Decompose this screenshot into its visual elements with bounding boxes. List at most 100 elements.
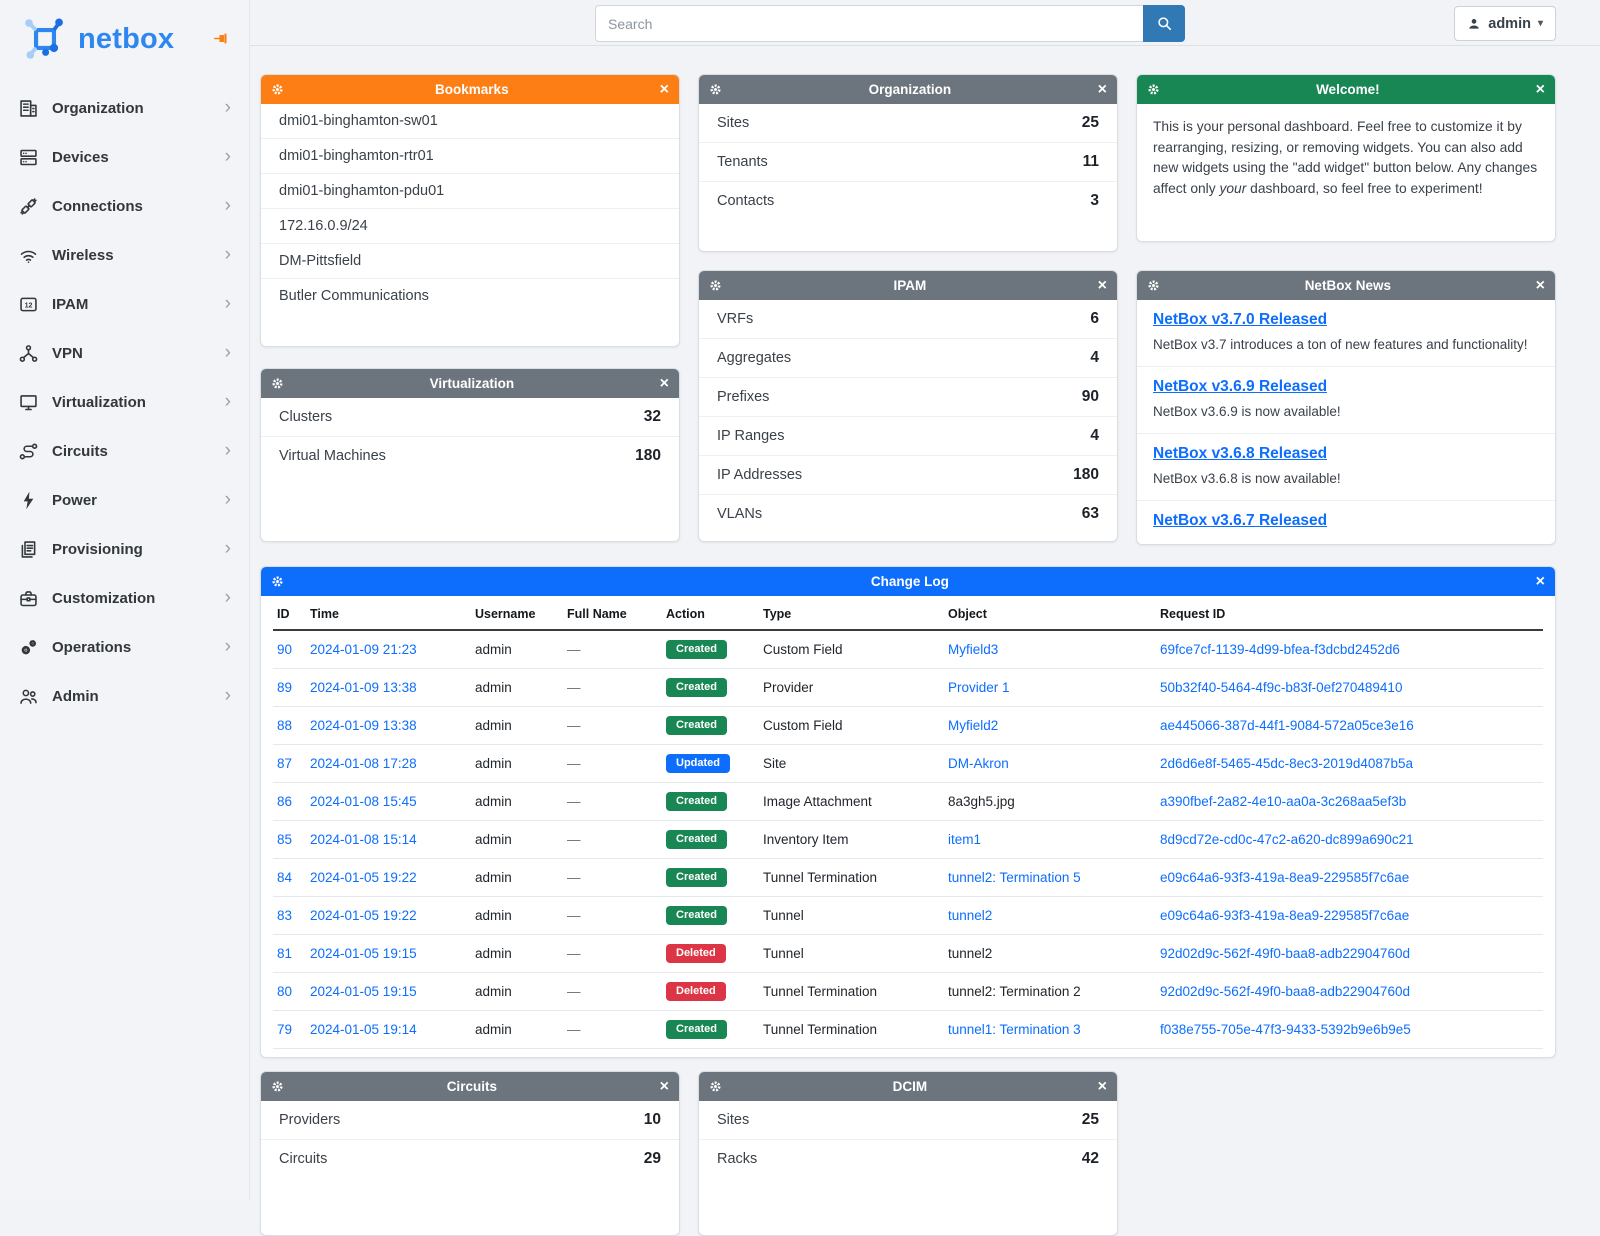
gear-icon[interactable] [1147,279,1160,292]
change-time-link[interactable]: 2024-01-08 15:14 [310,832,417,847]
change-time-link[interactable]: 2024-01-08 17:28 [310,756,417,771]
change-time-link[interactable]: 2024-01-08 15:45 [310,794,417,809]
close-icon[interactable]: × [1097,276,1107,294]
gear-icon[interactable] [271,575,284,588]
change-request-id-link[interactable]: f038e755-705e-47f3-9433-5392b9e6b9e5 [1160,1022,1411,1037]
gear-icon[interactable] [271,83,284,96]
close-icon[interactable]: × [1535,572,1545,590]
stat-row[interactable]: Contacts 3 [699,182,1117,220]
close-icon[interactable]: × [659,374,669,392]
change-request-id-link[interactable]: 92d02d9c-562f-49f0-baa8-adb22904760d [1160,984,1410,999]
stat-row[interactable]: VLANs 63 [699,495,1117,533]
change-object-link[interactable]: item1 [948,832,982,847]
news-link[interactable]: NetBox v3.6.9 Released [1153,377,1328,395]
close-icon[interactable]: × [1535,276,1545,294]
change-id-link[interactable]: 88 [277,718,293,733]
gear-icon[interactable] [709,279,722,292]
gear-icon[interactable] [271,377,284,390]
close-icon[interactable]: × [1097,80,1107,98]
sidebar-item-power[interactable]: Power › [0,476,249,525]
change-object-link[interactable]: Myfield2 [948,718,999,733]
change-id-link[interactable]: 79 [277,1022,293,1037]
search-button[interactable] [1143,5,1185,42]
sidebar-item-wireless[interactable]: Wireless › [0,231,249,280]
change-id-link[interactable]: 85 [277,832,293,847]
stat-row[interactable]: Providers 10 [261,1101,679,1140]
change-time-link[interactable]: 2024-01-05 19:15 [310,946,417,961]
change-id-link[interactable]: 87 [277,756,293,771]
bookmark-item[interactable]: dmi01-binghamton-rtr01 [261,139,679,174]
sidebar-item-devices[interactable]: Devices › [0,133,249,182]
change-time-link[interactable]: 2024-01-09 13:38 [310,718,417,733]
stat-row[interactable]: Sites 25 [699,1101,1117,1140]
stat-row[interactable]: Prefixes 90 [699,378,1117,417]
stat-row[interactable]: VRFs 6 [699,300,1117,339]
close-icon[interactable]: × [1535,80,1545,98]
change-id-link[interactable]: 81 [277,946,293,961]
news-link[interactable]: NetBox v3.7.0 Released [1153,311,1328,328]
sidebar-item-circuits[interactable]: Circuits › [0,427,249,476]
change-id-link[interactable]: 90 [277,642,293,657]
change-request-id-link[interactable]: 92d02d9c-562f-49f0-baa8-adb22904760d [1160,946,1410,961]
change-request-id-link[interactable]: ae445066-387d-44f1-9084-572a05ce3e16 [1160,718,1414,733]
sidebar-item-organization[interactable]: Organization › [0,84,249,133]
stat-row[interactable]: Circuits 29 [261,1140,679,1178]
stat-row[interactable]: Clusters 32 [261,398,679,437]
sidebar-item-connections[interactable]: Connections › [0,182,249,231]
close-icon[interactable]: × [659,80,669,98]
close-icon[interactable]: × [659,1077,669,1095]
bookmark-item[interactable]: DM-Pittsfield [261,244,679,279]
sidebar-item-ipam[interactable]: 12 IPAM › [0,280,249,329]
bookmark-item[interactable]: 172.16.0.9/24 [261,209,679,244]
change-id-link[interactable]: 86 [277,794,293,809]
close-icon[interactable]: × [1097,1077,1107,1095]
change-object-link[interactable]: tunnel1: Termination 3 [948,1022,1081,1037]
change-request-id-link[interactable]: 2d6d6e8f-5465-45dc-8ec3-2019d4087b5a [1160,756,1413,771]
sidebar-item-provisioning[interactable]: Provisioning › [0,525,249,574]
sidebar-item-customization[interactable]: Customization › [0,574,249,623]
gear-icon[interactable] [709,83,722,96]
change-request-id-link[interactable]: a390fbef-2a82-4e10-aa0a-3c268aa5ef3b [1160,794,1407,809]
change-object-link[interactable]: DM-Akron [948,756,1009,771]
change-request-id-link[interactable]: 69fce7cf-1139-4d99-bfea-f3dcbd2452d6 [1160,642,1400,657]
gear-icon[interactable] [271,1080,284,1093]
stat-row[interactable]: Aggregates 4 [699,339,1117,378]
gear-icon[interactable] [1147,83,1160,96]
change-request-id-link[interactable]: e09c64a6-93f3-419a-8ea9-229585f7c6ae [1160,870,1410,885]
news-link[interactable]: NetBox v3.6.7 Released [1153,511,1328,529]
sidebar-item-operations[interactable]: Operations › [0,623,249,672]
bookmark-item[interactable]: Butler Communications [279,288,429,304]
change-id-link[interactable]: 89 [277,680,293,695]
news-link[interactable]: NetBox v3.6.8 Released [1153,444,1328,462]
change-id-link[interactable]: 80 [277,984,293,999]
bookmark-item[interactable]: dmi01-binghamton-pdu01 [261,174,679,209]
netbox-logo[interactable]: netbox [0,0,249,74]
change-id-link[interactable]: 83 [277,908,293,923]
sidebar-item-virtualization[interactable]: Virtualization › [0,378,249,427]
sidebar-item-admin[interactable]: Admin › [0,672,249,721]
user-menu-button[interactable]: admin ▾ [1454,6,1556,41]
change-object-link[interactable]: tunnel2 [948,908,993,923]
change-request-id-link[interactable]: e09c64a6-93f3-419a-8ea9-229585f7c6ae [1160,908,1410,923]
change-time-link[interactable]: 2024-01-05 19:14 [310,1022,417,1037]
pin-sidebar-icon[interactable] [212,30,229,47]
stat-row[interactable]: Virtual Machines 180 [261,437,679,475]
change-object-link[interactable]: tunnel2: Termination 5 [948,870,1081,885]
change-time-link[interactable]: 2024-01-09 13:38 [310,680,417,695]
change-id-link[interactable]: 84 [277,870,293,885]
change-time-link[interactable]: 2024-01-05 19:22 [310,908,417,923]
bookmark-item[interactable]: dmi01-binghamton-sw01 [261,104,679,139]
change-time-link[interactable]: 2024-01-05 19:15 [310,984,417,999]
gear-icon[interactable] [709,1080,722,1093]
change-request-id-link[interactable]: 8d9cd72e-cd0c-47c2-a620-dc899a690c21 [1160,832,1414,847]
change-object-link[interactable]: Myfield3 [948,642,999,657]
stat-row[interactable]: Racks 42 [699,1140,1117,1178]
stat-row[interactable]: IP Ranges 4 [699,417,1117,456]
stat-row[interactable]: Sites 25 [699,104,1117,143]
sidebar-item-vpn[interactable]: VPN › [0,329,249,378]
change-request-id-link[interactable]: 50b32f40-5464-4f9c-b83f-0ef270489410 [1160,680,1403,695]
change-time-link[interactable]: 2024-01-09 21:23 [310,642,417,657]
change-time-link[interactable]: 2024-01-05 19:22 [310,870,417,885]
stat-row[interactable]: Tenants 11 [699,143,1117,182]
search-input[interactable] [595,5,1143,42]
